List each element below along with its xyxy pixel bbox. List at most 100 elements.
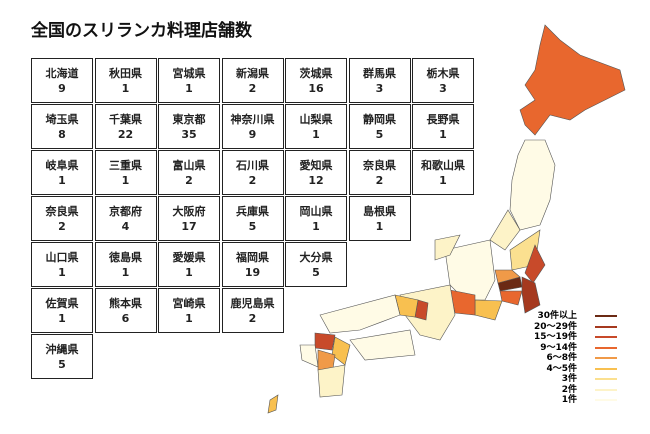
legend-item: 4～5件 [520,364,630,375]
legend: 30件以上 20～29件 15～19件 9～14件 6～8件 4～5件 3件 2件 1件 [520,311,630,406]
store-count: 1 [121,174,130,187]
legend-item: 3件 [520,374,630,385]
prefecture-cell: 兵庫県 5 [221,196,284,241]
page-title: 全国のスリランカ料理店舗数 [31,21,252,41]
prefecture-name: 栃木県 [426,67,460,80]
map-fukuoka [314,332,336,351]
prefecture-cell: 富山県 2 [158,150,220,195]
legend-item: 9～14件 [520,343,630,354]
prefecture-cell: 京都府 4 [94,196,157,241]
store-count: 5 [312,266,320,279]
legend-swatch [595,367,617,370]
prefecture-cell: 埼玉県 8 [31,104,93,149]
prefecture-name: 静岡県 [363,113,396,126]
store-count: 2 [248,82,257,95]
legend-item: 30件以上 [520,311,630,322]
store-count: 19 [244,266,261,279]
store-count: 1 [185,266,193,279]
prefecture-cell: 茨城県 16 [285,58,347,103]
store-count: 1 [58,312,66,325]
store-count: 12 [308,174,324,187]
store-count: 6 [121,312,130,325]
map-oita [331,336,351,366]
legend-label: 9～14件 [540,342,577,353]
prefecture-cell: 山口県 1 [31,242,93,287]
prefecture-name: 新潟県 [236,67,269,80]
store-count: 1 [312,220,320,233]
prefecture-cell: 千葉県 22 [94,104,157,149]
store-count: 17 [181,220,197,233]
prefecture-name: 徳島県 [109,251,142,264]
prefecture-cell: 和歌山県 1 [412,150,474,195]
map-niigata [489,209,521,251]
store-count: 5 [58,358,66,371]
prefecture-cell: 東京都 35 [158,104,220,149]
store-count: 5 [375,128,384,141]
prefecture-cell: 三重県 1 [94,150,157,195]
store-count: 1 [375,220,384,233]
map-nagasaki [299,344,319,368]
store-count: 9 [248,128,257,141]
map-kanagawa [499,290,523,306]
prefecture-name: 愛媛県 [172,251,206,264]
prefecture-name: 和歌山県 [421,159,465,172]
legend-swatch [595,399,617,401]
prefecture-name: 愛知県 [299,159,333,172]
prefecture-cell: 福岡県 19 [221,242,284,287]
store-count: 2 [375,174,384,187]
map-shizuoka [474,299,503,321]
prefecture-name: 佐賀県 [45,297,79,310]
prefecture-cell: 秋田県 1 [94,58,157,103]
store-count: 1 [312,128,320,141]
prefecture-name: 長野県 [426,113,460,126]
prefecture-name: 富山県 [172,159,206,172]
prefecture-cell: 岐阜県 1 [31,150,93,195]
prefecture-cell: 栃木県 3 [412,58,474,103]
prefecture-name: 北海道 [45,67,79,80]
legend-swatch [595,325,617,328]
prefecture-cell: 北海道 9 [31,58,93,103]
store-count: 1 [58,174,66,187]
legend-swatch [595,357,617,359]
legend-label: 15～19件 [533,332,577,342]
prefecture-cell: 長野県 1 [412,104,474,149]
legend-swatch [595,315,617,317]
prefecture-name: 鹿児島県 [230,297,275,310]
prefecture-name: 宮城県 [172,67,206,80]
store-count: 1 [121,266,130,279]
map-shikoku [349,329,416,361]
store-count: 3 [375,82,384,95]
prefecture-name: 石川県 [236,159,269,172]
store-count: 1 [185,82,193,95]
prefecture-cell: 鹿児島県 2 [221,288,284,333]
prefecture-cell: 新潟県 2 [221,58,284,103]
store-count: 1 [439,128,447,141]
prefecture-cell: 佐賀県 1 [31,288,93,333]
store-count: 4 [121,220,130,233]
map-chiba [521,276,541,314]
prefecture-cell: 大阪府 17 [158,196,220,241]
store-count: 2 [185,174,193,187]
store-count: 1 [439,174,447,187]
legend-label: 4～5件 [546,363,577,374]
prefecture-cell: 徳島県 1 [94,242,157,287]
prefecture-cell: 宮城県 1 [158,58,220,103]
map-kyushu-south [317,364,346,398]
store-count: 5 [248,220,257,233]
store-count: 1 [121,82,130,95]
prefecture-name: 山口県 [45,251,79,264]
prefecture-cell: 愛知県 12 [285,150,347,195]
prefecture-cell: 奈良県 2 [348,150,411,195]
map-chugoku [319,294,401,334]
prefecture-name: 京都府 [109,205,142,218]
prefecture-cell: 宮崎県 1 [158,288,220,333]
prefecture-name: 岐阜県 [45,159,79,172]
prefecture-cell: 愛媛県 1 [158,242,220,287]
japan-map [267,24,626,414]
store-count: 2 [58,220,66,233]
map-hokuriku [434,234,461,261]
legend-label: 6～8件 [546,353,577,363]
prefecture-name: 大分県 [299,251,333,264]
store-count: 2 [248,312,257,325]
